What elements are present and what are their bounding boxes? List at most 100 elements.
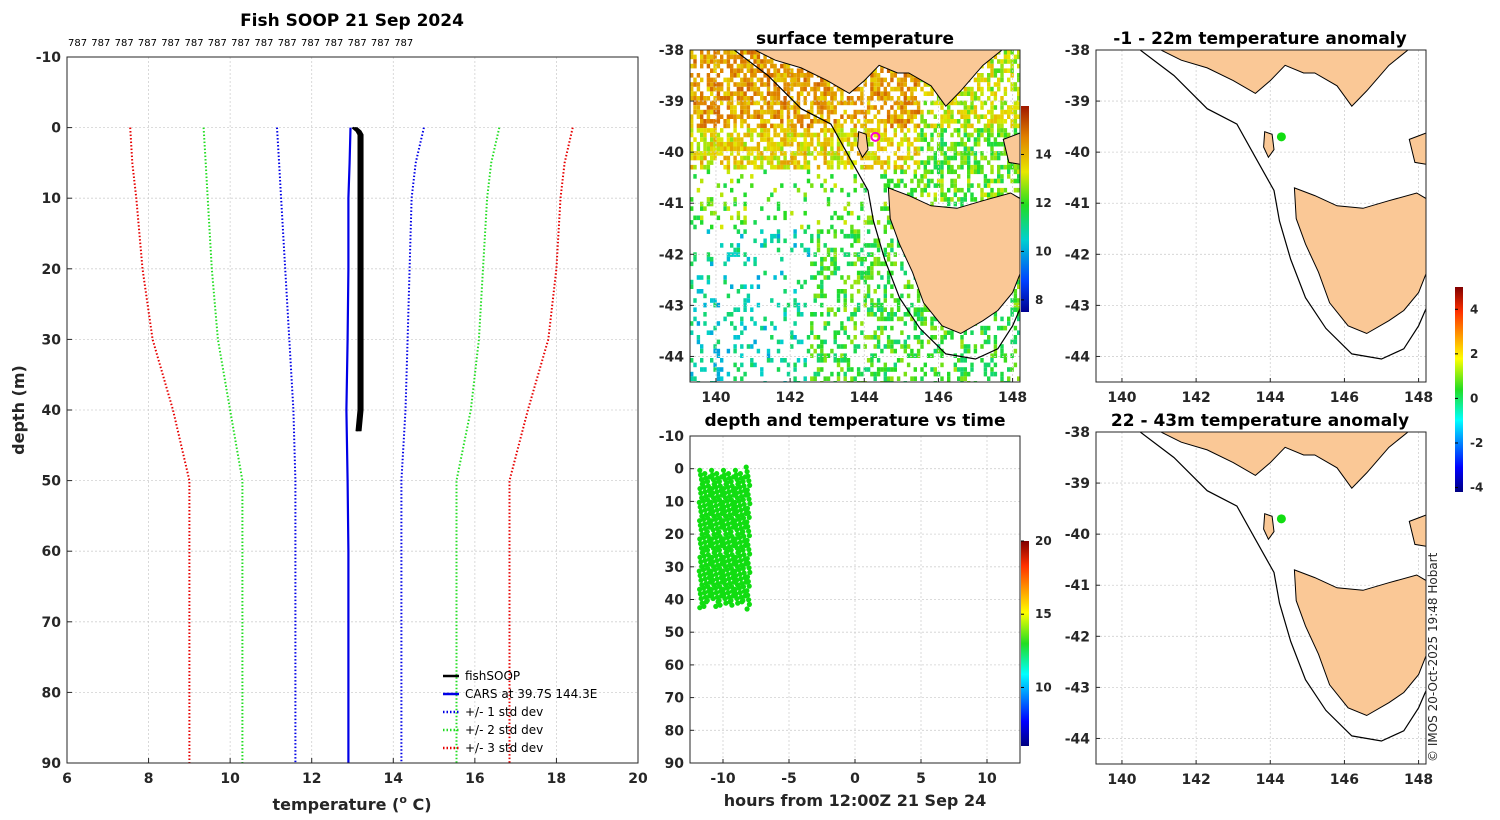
sst-pixel bbox=[883, 137, 887, 142]
sst-pixel bbox=[770, 137, 774, 142]
sst-pixel bbox=[1010, 105, 1014, 110]
sst-pixel bbox=[883, 252, 887, 257]
sst-pixel bbox=[750, 137, 754, 142]
sst-pixel bbox=[947, 105, 951, 110]
sst-pixel bbox=[896, 307, 901, 312]
sst-pixel bbox=[990, 155, 994, 161]
sst-pixel bbox=[880, 261, 884, 267]
sst-pixel bbox=[987, 77, 991, 83]
sst-pixel bbox=[890, 86, 894, 92]
sst-pixel bbox=[833, 339, 837, 345]
sst-pixel bbox=[743, 302, 747, 308]
sst-pixel bbox=[736, 100, 741, 106]
anomaly-2-shelf-contour bbox=[1139, 432, 1426, 742]
sst-pixel bbox=[840, 146, 844, 152]
sst-pixel bbox=[900, 164, 904, 170]
cast-point bbox=[725, 503, 731, 509]
y-tick-label: -39 bbox=[1065, 94, 1090, 110]
x-tick-label: 20 bbox=[628, 771, 648, 787]
sst-pixel bbox=[786, 164, 791, 170]
cast-point bbox=[716, 529, 722, 535]
y-tick-label: 40 bbox=[42, 403, 62, 419]
sst-pixel bbox=[943, 160, 947, 165]
land-tasmania bbox=[1293, 569, 1426, 717]
sst-pixel bbox=[826, 105, 831, 110]
sst-pixel bbox=[690, 128, 694, 133]
sst-pixel bbox=[713, 151, 717, 156]
sst-pixel bbox=[756, 114, 761, 119]
sst-pixel bbox=[1010, 339, 1014, 345]
sst-pixel bbox=[983, 77, 988, 83]
sst-pixel bbox=[766, 132, 771, 138]
sst-pixel bbox=[773, 155, 777, 161]
cast-point bbox=[713, 484, 719, 490]
sst-pixel bbox=[980, 132, 984, 138]
sst-pixel bbox=[860, 330, 864, 335]
sst-pixel bbox=[880, 312, 884, 317]
sst-pixel bbox=[916, 339, 921, 345]
sst-pixel bbox=[987, 335, 991, 340]
sst-pixel bbox=[1003, 86, 1008, 92]
sst-pixel bbox=[736, 114, 741, 119]
cast-point bbox=[709, 573, 715, 579]
sst-pixel bbox=[940, 335, 944, 340]
sst-pixel bbox=[853, 187, 857, 193]
sst-pixel bbox=[900, 178, 904, 184]
sst-pixel bbox=[703, 132, 707, 138]
sst-pixel bbox=[743, 284, 747, 289]
sst-pixel bbox=[1017, 100, 1020, 106]
sst-pixel bbox=[760, 105, 764, 110]
sst-pixel bbox=[1000, 174, 1004, 179]
sst-pixel bbox=[920, 376, 924, 381]
sst-pixel bbox=[957, 91, 961, 96]
sst-pixel bbox=[906, 86, 911, 92]
cast-point bbox=[733, 490, 740, 496]
cast-point bbox=[720, 536, 727, 542]
sst-pixel bbox=[1003, 68, 1008, 73]
land-tasmania bbox=[887, 187, 1020, 335]
sst-pixel bbox=[893, 183, 897, 188]
sst-pixel bbox=[730, 187, 734, 193]
sst-pixel bbox=[720, 128, 724, 133]
cast-point bbox=[724, 567, 730, 573]
sst-pixel bbox=[806, 252, 811, 257]
sst-pixel bbox=[730, 284, 734, 289]
sst-pixel bbox=[1017, 105, 1020, 110]
sst-pixel bbox=[723, 123, 727, 129]
sst-pixel bbox=[977, 73, 981, 78]
sst-pixel bbox=[693, 77, 697, 83]
sst-pixel bbox=[746, 50, 751, 55]
sst-pixel bbox=[1003, 164, 1008, 170]
sst-pixel bbox=[1013, 109, 1018, 115]
cast-point bbox=[737, 590, 743, 596]
sst-pixel bbox=[860, 270, 864, 276]
sst-pixel bbox=[773, 141, 777, 147]
sst-pixel bbox=[710, 137, 714, 142]
sst-pixel bbox=[783, 141, 787, 147]
sst-pixel bbox=[930, 321, 934, 326]
sst-pixel bbox=[696, 100, 701, 106]
series--3-std-dev bbox=[129, 127, 191, 763]
cast-point bbox=[709, 536, 715, 542]
sst-pixel bbox=[763, 270, 767, 276]
sst-pixel bbox=[903, 123, 907, 129]
sst-pixel bbox=[977, 82, 981, 87]
cast-point bbox=[746, 533, 753, 539]
sst-pixel bbox=[826, 164, 831, 170]
cast-point bbox=[705, 552, 711, 558]
sst-pixel bbox=[890, 119, 894, 124]
sst-pixel bbox=[1013, 114, 1018, 119]
sst-pixel bbox=[876, 335, 881, 340]
sst-pixel bbox=[726, 77, 731, 83]
sst-pixel bbox=[870, 96, 874, 101]
sst-pixel bbox=[776, 96, 781, 101]
sst-pixel bbox=[756, 146, 761, 152]
sst-pixel bbox=[947, 164, 951, 170]
sst-pixel bbox=[890, 96, 894, 101]
y-tick-label: 30 bbox=[42, 332, 62, 348]
sst-pixel bbox=[820, 141, 824, 147]
cast-point bbox=[698, 527, 704, 533]
sst-pixel bbox=[713, 54, 717, 60]
cast-point bbox=[709, 541, 716, 547]
sst-pixel bbox=[846, 275, 851, 280]
